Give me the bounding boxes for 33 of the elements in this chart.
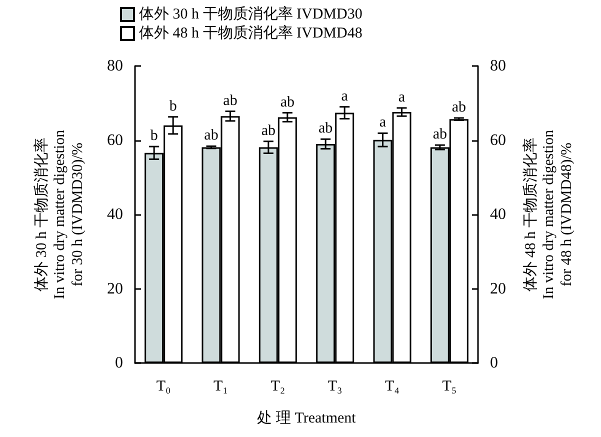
legend-label: 体外 30 h 干物质消化率 IVDMD30 — [139, 6, 362, 22]
annotation: ab — [280, 94, 295, 110]
annotation: b — [150, 128, 158, 144]
annotation: ab — [261, 122, 276, 139]
x-tick-label: T₄ — [385, 378, 400, 394]
x-tick-label: T₀ — [156, 378, 171, 394]
annotation: a — [341, 88, 348, 104]
y2-tick-label: 60 — [490, 132, 506, 149]
x-tick-label: T₁ — [214, 378, 228, 394]
y2-axis-title: 体外 48 h 干物质消化率 In vitro dry matter digestion for 48 h (IVDMD48)/% — [522, 129, 575, 300]
y-tick-label: 20 — [107, 280, 123, 298]
y2-tick-label: 0 — [490, 354, 498, 372]
x-tick-label: T₅ — [442, 378, 457, 394]
y-tick-label: 40 — [107, 206, 123, 223]
y2-tick-label: 20 — [490, 280, 506, 298]
x-tick-label: T₂ — [270, 378, 286, 394]
y2-tick-label: 80 — [490, 58, 506, 74]
y-axis-title: 体外 30 h 干物质消化率 In vitro dry matter digestion for 30 h (IVDMD30)/% — [33, 129, 86, 300]
y-tick-label: 60 — [107, 132, 123, 149]
annotation: ab — [318, 120, 333, 137]
annotation: ab — [204, 128, 218, 144]
annotation: a — [398, 89, 406, 106]
annotation: a — [379, 114, 386, 131]
y-tick-label: 80 — [107, 58, 123, 74]
y2-tick-label: 40 — [490, 206, 506, 223]
y-tick-label: 0 — [115, 354, 123, 372]
x-tick-label: T₃ — [328, 378, 342, 394]
annotation: ab — [223, 92, 238, 109]
annotation: b — [169, 98, 177, 114]
annotation: ab — [452, 99, 466, 116]
x-axis-title: 处 理 Treatment — [257, 410, 357, 426]
legend-label: 体外 48 h 干物质消化率 IVDMD48 — [139, 24, 362, 42]
annotation: ab — [432, 126, 448, 143]
